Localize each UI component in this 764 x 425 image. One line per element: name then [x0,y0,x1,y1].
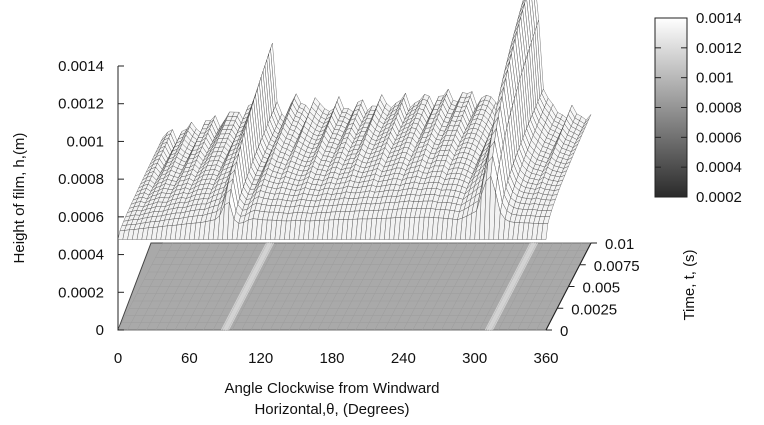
x-tick-label: 120 [248,350,273,367]
z-axis-title: Height of film, h,(m) [11,133,28,264]
z-tick-label: 0.0012 [58,96,104,113]
z-tick-label: 0.0014 [58,58,104,75]
z-tick-label: 0.0004 [58,247,104,264]
base-plane-peak-projections [220,242,538,331]
y-tick-label: 0 [560,323,568,340]
peak-projection-streak [486,242,533,331]
x-tick-label: 300 [462,350,487,367]
colorbar-tick-label: 0.001 [696,70,734,87]
x-tick-label: 60 [181,350,198,367]
peak-projection-streak [490,242,537,331]
y-tick-label: 0.0025 [571,301,617,318]
colorbar-tick-label: 0.0012 [696,40,742,57]
y-tick-label: 0.0075 [594,258,640,275]
colorbar-tick-label: 0.0014 [696,10,742,27]
x-tick-label: 240 [391,350,416,367]
z-tick-label: 0.001 [66,133,104,150]
peak-projection-streak [492,242,538,331]
z-axis-ticks: 0 0.0002 0.0004 0.0006 0.0008 0.001 0.0012 0.00… [58,58,124,339]
y-axis-title: Time, t, (s) [681,249,698,320]
y-tick-label: 0.01 [605,236,634,253]
colorbar-tick-label: 0.0004 [696,159,742,176]
peak-projection-streak [228,242,275,331]
peak-projection-streak [220,242,267,331]
z-tick-label: 0.0006 [58,209,104,226]
colorbar-tick-label: 0.0006 [696,129,742,146]
peak-projection-streak [224,242,271,331]
peak-projection-streak [484,242,531,331]
x-tick-label: 360 [533,350,558,367]
x-axis-title-line1: Angle Clockwise from Windward [224,380,439,397]
colorbar-tick-label: 0.0002 [696,189,742,206]
z-tick-label: 0 [96,322,104,339]
colorbar-ticks: 0.0014 0.0012 0.001 0.0008 0.0006 0.0004 0.000… [655,10,742,206]
x-tick-label: 180 [319,350,344,367]
peak-projection-streak [226,242,273,331]
z-tick-label: 0.0008 [58,171,104,188]
x-tick-label: 0 [114,350,122,367]
z-tick-label: 0.0002 [58,284,104,301]
x-axis-title-line2: Horizontal,θ, (Degrees) [254,401,409,418]
y-tick-label: 0.005 [583,280,621,297]
peak-projection-streak [222,242,269,331]
colorbar-tick-label: 0.0008 [696,100,742,117]
surface-mesh [117,0,592,240]
peak-projection-streak [487,242,535,331]
y-axis-ticks: 00.0025 0.005 0.0075 0.01 [546,236,640,340]
x-axis-ticks: 0 60 120 180 240 300 360 [114,350,559,367]
surface-cell [541,223,549,240]
